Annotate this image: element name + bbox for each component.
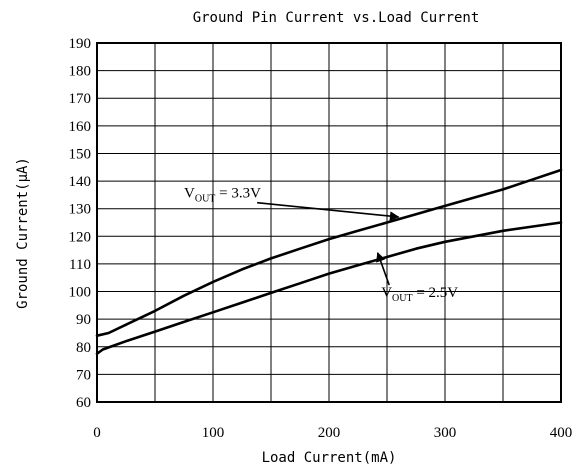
y-tick-label: 150 [69, 146, 92, 162]
annotation-arrow-2 [376, 251, 390, 286]
x-tick-label: 0 [93, 425, 101, 441]
y-axis-label: Ground Current(μA) [15, 157, 31, 309]
series-line-1 [95, 168, 563, 338]
annotation-arrow-1 [257, 201, 400, 221]
y-tick-label: 80 [76, 340, 91, 356]
y-tick-label: 90 [76, 312, 91, 328]
y-tick-label: 190 [69, 36, 92, 52]
y-tick-label: 180 [69, 64, 92, 80]
x-tick-labels: 0 100 200 300 400 [93, 425, 572, 441]
annotations: VOUT = 3.3V VOUT = 2.5V [184, 186, 458, 304]
y-tick-label: 170 [69, 91, 92, 107]
chart-title: Ground Pin Current vs.Load Current [193, 10, 480, 26]
series-line-2 [95, 221, 563, 356]
y-tick-label: 60 [76, 395, 91, 411]
y-tick-label: 160 [69, 119, 92, 135]
plot-frame [96, 42, 562, 403]
y-tick-label: 100 [69, 285, 92, 301]
series-annotation-1: VOUT = 3.3V [184, 186, 261, 205]
x-axis-label: Load Current(mA) [262, 450, 397, 466]
x-tick-label: 100 [202, 425, 225, 441]
y-tick-label: 110 [69, 257, 91, 273]
y-tick-label: 130 [69, 202, 92, 218]
series-annotation-2: VOUT = 2.5V [381, 285, 458, 304]
series-layer [95, 168, 563, 356]
y-tick-label: 140 [69, 174, 92, 190]
y-tick-label: 120 [69, 229, 92, 245]
x-tick-label: 400 [550, 425, 573, 441]
y-tick-labels: 60 70 80 90 100 110 120 130 140 150 160 170 180 190 [69, 36, 92, 411]
x-tick-label: 300 [434, 425, 457, 441]
y-tick-label: 70 [76, 367, 91, 383]
x-tick-label: 200 [318, 425, 341, 441]
grid [96, 42, 562, 403]
